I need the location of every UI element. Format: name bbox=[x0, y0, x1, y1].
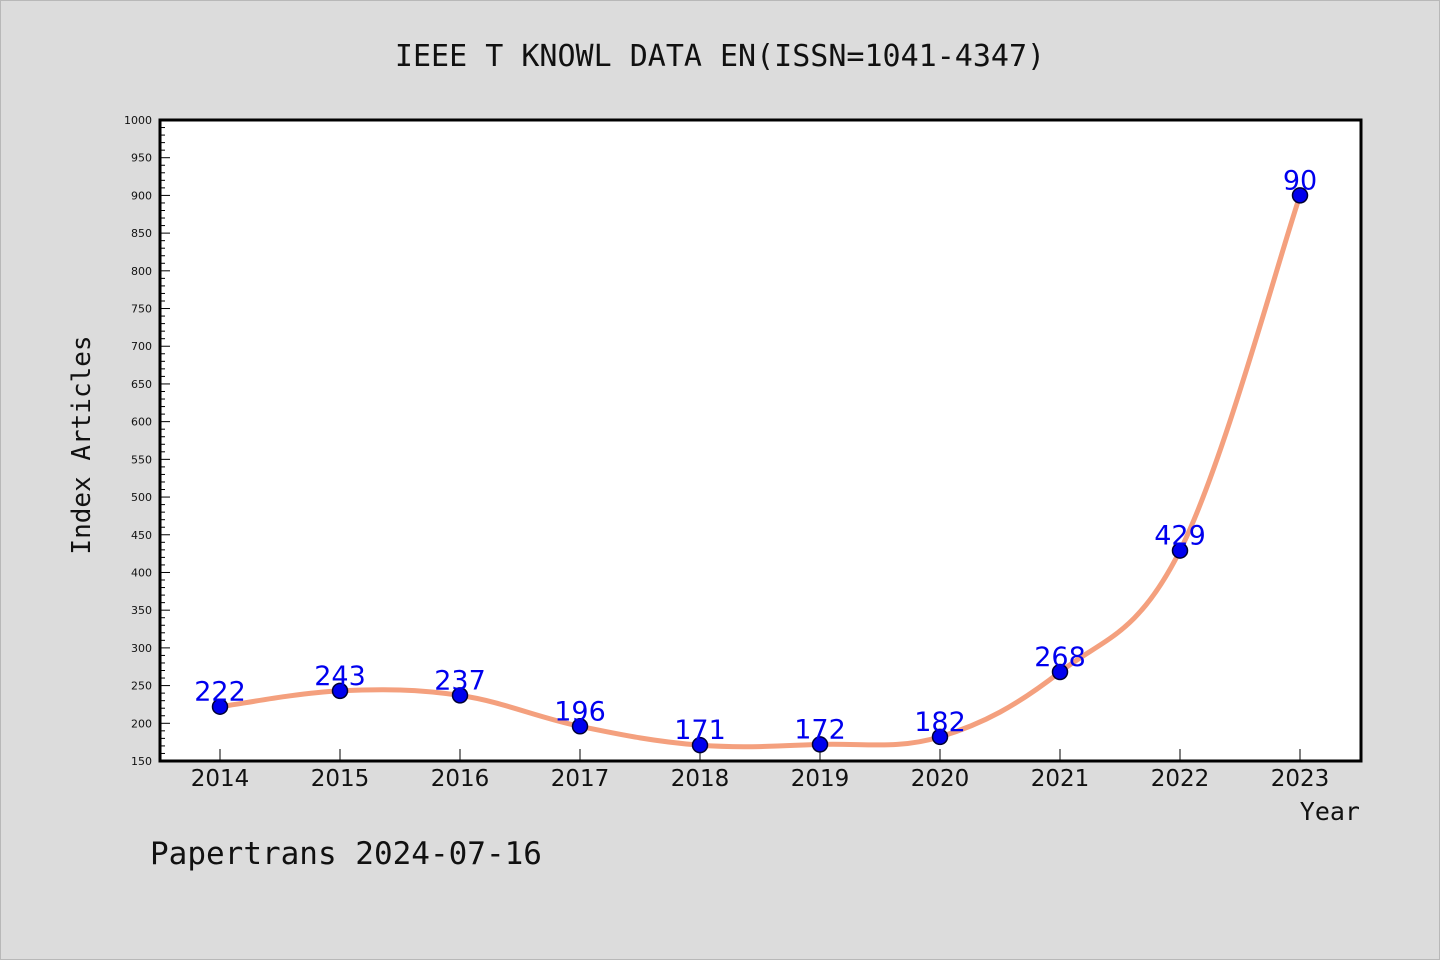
data-label: 429 bbox=[1154, 521, 1206, 552]
data-label: 90 bbox=[1283, 165, 1317, 196]
data-label: 222 bbox=[194, 677, 246, 708]
chart-title: IEEE T KNOWL DATA EN(ISSN=1041-4347) bbox=[395, 39, 1045, 74]
data-point bbox=[811, 736, 829, 753]
data-labels: 222 243 237 196 171 172 182 268 429 90 bbox=[194, 165, 1317, 746]
x-axis: 2014 2015 2016 2017 2018 2019 2020 2021 2022 2023 bbox=[191, 749, 1330, 792]
y-tick-label: 450 bbox=[131, 529, 152, 542]
x-axis-label: Year bbox=[1300, 797, 1360, 826]
data-point bbox=[451, 687, 469, 704]
x-tick-label: 2019 bbox=[791, 766, 850, 792]
data-label: 268 bbox=[1034, 642, 1086, 673]
y-tick-label: 900 bbox=[131, 189, 152, 202]
x-tick-label: 2014 bbox=[191, 766, 250, 792]
y-tick-label: 850 bbox=[131, 227, 152, 240]
data-point bbox=[211, 698, 229, 715]
y-tick-label: 950 bbox=[131, 152, 152, 165]
y-tick-label: 300 bbox=[131, 642, 152, 655]
data-point bbox=[1291, 187, 1309, 204]
data-point bbox=[1051, 663, 1069, 681]
data-point bbox=[331, 682, 349, 700]
y-tick-label: 400 bbox=[131, 566, 152, 579]
y-tick-label: 550 bbox=[131, 453, 152, 466]
y-tick-label: 200 bbox=[131, 717, 152, 730]
x-tick-label: 2022 bbox=[1151, 766, 1210, 792]
data-points bbox=[211, 187, 1309, 754]
y-tick-label: 600 bbox=[131, 416, 152, 429]
data-point bbox=[931, 728, 949, 746]
y-tick-label: 1000 bbox=[124, 114, 152, 127]
x-tick-label: 2023 bbox=[1271, 766, 1330, 792]
data-label: 172 bbox=[794, 714, 846, 745]
y-axis-label: Index Articles bbox=[67, 335, 97, 554]
y-tick-label: 800 bbox=[131, 265, 152, 278]
x-tick-label: 2020 bbox=[911, 766, 970, 792]
data-label: 171 bbox=[674, 715, 726, 746]
data-label: 237 bbox=[434, 665, 486, 696]
plot-area bbox=[158, 118, 1363, 763]
y-tick-label: 150 bbox=[131, 755, 152, 768]
data-point bbox=[691, 736, 709, 754]
x-tick-label: 2016 bbox=[431, 766, 490, 792]
x-tick-label: 2017 bbox=[551, 766, 610, 792]
x-tick-label: 2015 bbox=[311, 766, 370, 792]
data-label: 182 bbox=[914, 707, 966, 738]
data-point bbox=[1171, 542, 1189, 559]
y-tick-label: 750 bbox=[131, 303, 152, 316]
footer-watermark: Papertrans 2024-07-16 bbox=[150, 836, 542, 872]
x-tick-label: 2021 bbox=[1031, 766, 1090, 792]
data-label: 243 bbox=[314, 661, 366, 692]
y-tick-label: 650 bbox=[131, 378, 152, 391]
y-tick-label: 700 bbox=[131, 340, 152, 353]
y-tick-label: 250 bbox=[131, 680, 152, 693]
x-tick-label: 2018 bbox=[671, 766, 730, 792]
y-tick-label: 500 bbox=[131, 491, 152, 504]
y-tick-label: 350 bbox=[131, 604, 152, 617]
data-point bbox=[571, 718, 589, 735]
data-label: 196 bbox=[554, 696, 606, 727]
y-axis: 150 200 250 300 350 400 450 500 550 600 650 700 750 8… bbox=[124, 114, 170, 768]
